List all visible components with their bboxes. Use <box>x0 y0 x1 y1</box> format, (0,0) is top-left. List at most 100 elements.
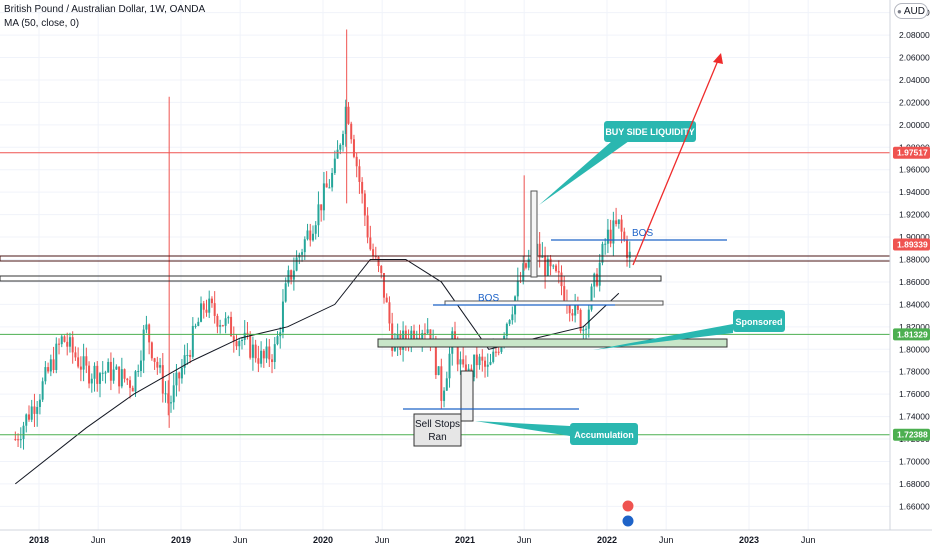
candle-body <box>14 439 17 441</box>
candle-body <box>516 280 519 297</box>
candle-body <box>295 257 298 271</box>
chart-title: British Pound / Australian Dollar, 1W, O… <box>4 4 206 15</box>
candle-up <box>473 354 476 382</box>
candle-body <box>172 385 175 403</box>
candle-body <box>508 320 511 324</box>
candle-body <box>443 390 446 401</box>
candle-down <box>221 324 224 327</box>
candle-down <box>579 308 582 334</box>
price-tick-label: 2.04000 <box>899 75 930 85</box>
candle-up <box>238 337 241 357</box>
candle-body <box>623 231 626 240</box>
candle-body <box>208 298 211 313</box>
candle-up <box>508 319 511 327</box>
price-axis[interactable]: 2.100002.080002.060002.040002.020002.000… <box>889 0 932 530</box>
ma-indicator-legend[interactable]: MA (50, close, 0) <box>4 18 80 29</box>
candle-up <box>333 150 336 175</box>
candle-body <box>112 369 115 381</box>
time-tick-label: 2020 <box>313 535 333 545</box>
sell-stops-label-ran: Ran <box>428 432 446 443</box>
candle-body <box>17 439 20 441</box>
candle-up <box>489 353 492 366</box>
candle-up <box>169 395 172 413</box>
candle-down <box>290 269 293 285</box>
candle-body <box>303 239 306 253</box>
candle-down <box>595 268 598 288</box>
candle-body <box>96 365 99 384</box>
candle-body <box>243 332 246 340</box>
candle-body <box>44 367 47 382</box>
candle-body <box>440 366 443 401</box>
candle-body <box>60 336 63 345</box>
candle-body <box>68 337 71 347</box>
candle-up <box>49 354 52 377</box>
liquidity-box[interactable] <box>530 190 538 278</box>
candle-body <box>150 342 153 359</box>
event-flag-icon[interactable] <box>621 499 635 513</box>
candle-up <box>336 140 339 159</box>
candle-body <box>183 355 186 368</box>
candle-body <box>585 328 588 330</box>
candle-body <box>240 339 243 342</box>
projection-arrow-line[interactable] <box>632 57 720 266</box>
candle-up <box>44 361 47 385</box>
candle-down <box>262 348 265 368</box>
currency-selector[interactable]: ● AUD <box>894 3 928 19</box>
candle-body <box>358 166 361 182</box>
candle-body <box>448 353 451 379</box>
candle-down <box>560 265 563 296</box>
candle-up <box>546 255 549 277</box>
candle-down <box>96 361 99 392</box>
callout-sponsored[interactable] <box>733 310 785 332</box>
candle-up <box>107 358 110 373</box>
candle-body <box>66 341 69 347</box>
price-tick-label: 2.06000 <box>899 53 930 63</box>
candle-body <box>148 324 151 343</box>
candle-body <box>238 341 241 347</box>
candle-down <box>17 433 20 448</box>
time-tick-label: 2023 <box>739 535 759 545</box>
candle-up <box>240 336 243 350</box>
candle-up <box>292 257 295 291</box>
candle-body <box>41 381 44 400</box>
callout-buy-side-liquidity[interactable] <box>604 121 696 142</box>
price-tick-label: 1.94000 <box>899 187 930 197</box>
candle-body <box>131 387 134 392</box>
callout-accumulation[interactable] <box>570 423 638 445</box>
candle-body <box>484 360 487 367</box>
candle-down <box>156 356 159 375</box>
candle-body <box>79 366 82 370</box>
candle-up <box>344 99 347 147</box>
candle-up <box>139 350 142 378</box>
candle-up <box>55 337 58 374</box>
candle-down <box>216 313 219 334</box>
price-tick-label: 1.92000 <box>899 210 930 220</box>
time-axis[interactable]: 2018 Jun 2019 Jun 2020 Jun 2021 Jun 2022 Jun 2023 J… <box>0 529 932 550</box>
price-tick-label: 1.96000 <box>899 165 930 175</box>
candle-body <box>145 324 148 330</box>
candle-body <box>574 301 577 316</box>
candle-body <box>104 372 107 374</box>
candle-body <box>63 336 66 342</box>
candle-up <box>194 323 197 329</box>
candle-up <box>322 171 325 221</box>
candle-down <box>129 376 132 399</box>
candle-body <box>257 358 260 364</box>
sponsored-zone[interactable] <box>377 338 728 348</box>
candle-body <box>311 233 314 241</box>
candle-body <box>276 336 279 345</box>
resistance-band-lower[interactable] <box>0 275 662 282</box>
candle-body <box>369 237 372 250</box>
price-label-badge <box>893 428 930 441</box>
price-tick-label: 1.68000 <box>899 479 930 489</box>
candle-body <box>71 337 74 353</box>
candle-body <box>52 359 55 371</box>
candle-up <box>112 357 115 384</box>
candle-body <box>350 123 353 140</box>
accumulation-box[interactable] <box>460 370 474 422</box>
candle-body <box>410 330 413 344</box>
event-flag-icon[interactable] <box>621 514 635 528</box>
candle-body <box>615 220 618 225</box>
